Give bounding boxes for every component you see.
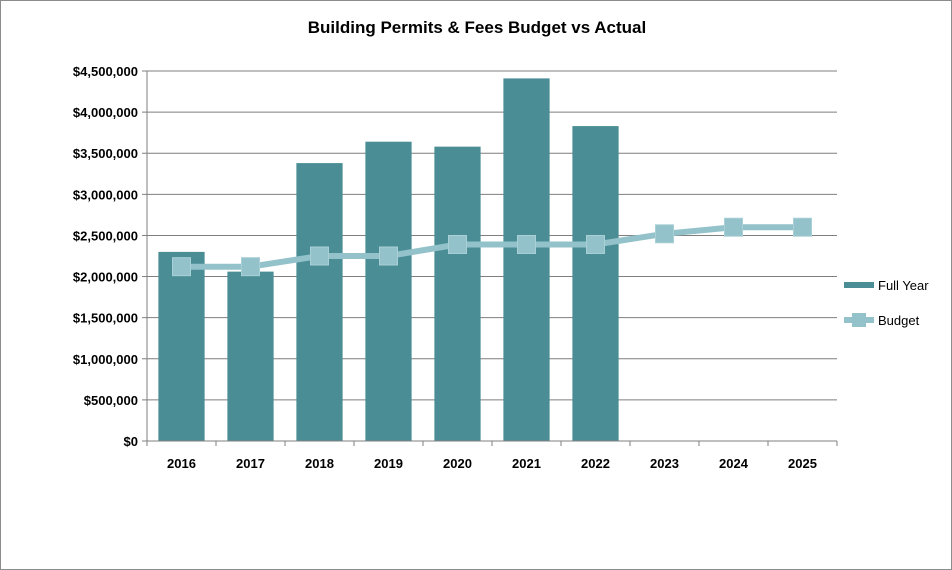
- x-tick-label: 2017: [236, 456, 265, 471]
- y-tick-label: $3,500,000: [73, 146, 138, 161]
- x-tick-label: 2025: [788, 456, 817, 471]
- y-tick-label: $2,500,000: [73, 228, 138, 243]
- axes: $0 $500,000 $1,000,000 $1,500,000 $2,000,000…: [73, 64, 838, 471]
- legend-budget-marker: [852, 313, 866, 327]
- line-series: [172, 217, 812, 277]
- bar-full-year-2018: [296, 163, 343, 442]
- y-tick-label: $3,000,000: [73, 187, 138, 202]
- x-tick-label: 2022: [581, 456, 610, 471]
- bar-full-year-2016: [158, 251, 205, 441]
- budget-marker-2025: [793, 217, 812, 237]
- budget-marker-2022: [586, 234, 605, 254]
- y-tick-label: $4,000,000: [73, 105, 138, 120]
- bar-full-year-2021: [503, 78, 550, 442]
- budget-marker-2018: [310, 246, 329, 266]
- y-tick-label: $0: [124, 434, 138, 449]
- chart-title: Building Permits & Fees Budget vs Actual: [308, 18, 647, 37]
- bar-full-year-2020: [434, 146, 481, 441]
- x-tick-label: 2016: [167, 456, 196, 471]
- budget-marker-2021: [517, 234, 536, 254]
- bar-full-year-2022: [572, 126, 619, 441]
- budget-marker-2019: [379, 246, 398, 266]
- bar-full-year-2019: [365, 141, 412, 441]
- x-tick-label: 2024: [719, 456, 749, 471]
- budget-marker-2023: [655, 224, 674, 244]
- y-tick-label: $500,000: [84, 393, 138, 408]
- budget-marker-2020: [448, 234, 467, 254]
- bar-series: [158, 78, 619, 442]
- y-tick-label: $1,000,000: [73, 352, 138, 367]
- budget-marker-2017: [241, 257, 260, 277]
- legend: Full Year Budget: [844, 278, 929, 328]
- legend-full-year-label: Full Year: [878, 278, 929, 293]
- y-tick-label: $4,500,000: [73, 64, 138, 79]
- y-tick-label: $1,500,000: [73, 311, 138, 326]
- budget-marker-2016: [172, 257, 191, 277]
- x-tick-label: 2019: [374, 456, 403, 471]
- legend-budget-label: Budget: [878, 313, 920, 328]
- budget-line: [181, 224, 803, 270]
- x-tick-label: 2021: [512, 456, 541, 471]
- budget-marker-2024: [724, 217, 743, 237]
- x-tick-label: 2023: [650, 456, 679, 471]
- bar-full-year-2017: [227, 271, 274, 441]
- y-tick-label: $2,000,000: [73, 270, 138, 285]
- x-tick-label: 2020: [443, 456, 472, 471]
- x-tick-label: 2018: [305, 456, 334, 471]
